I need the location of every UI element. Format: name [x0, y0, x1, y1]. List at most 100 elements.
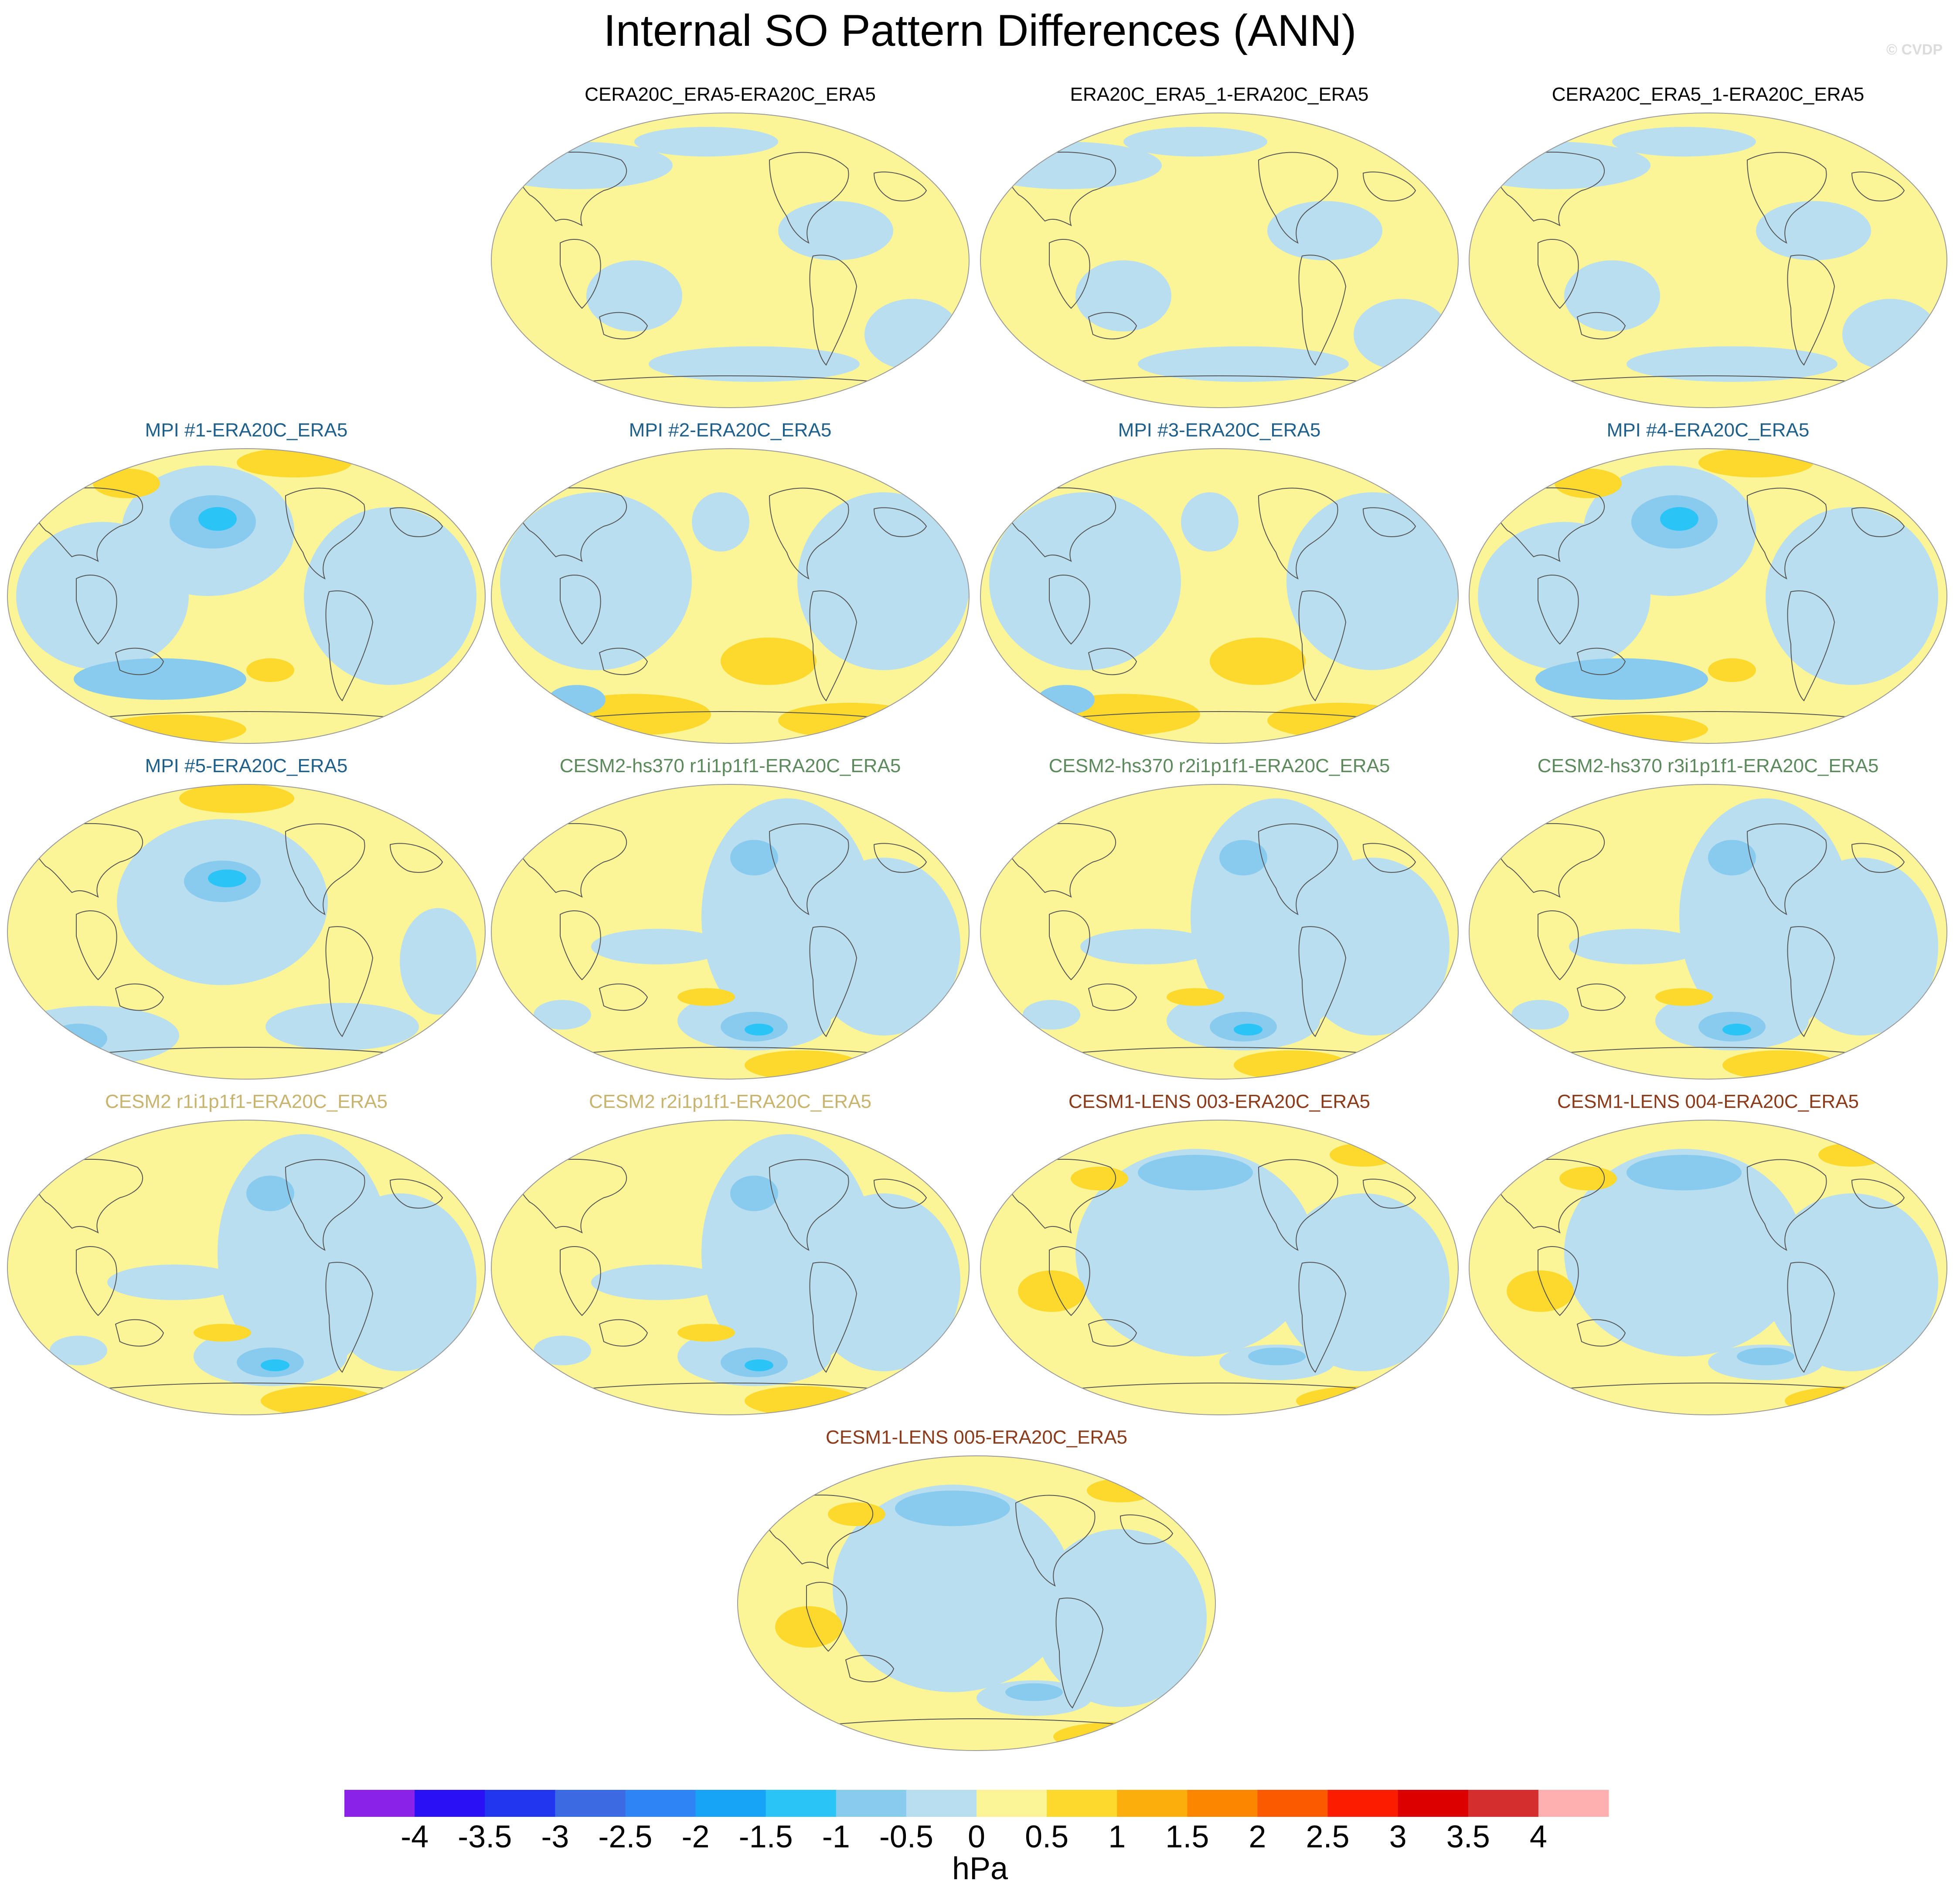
continent-outline — [873, 171, 927, 201]
contour-region — [1330, 1143, 1397, 1167]
continent-outline — [1851, 171, 1905, 201]
contour-region — [1785, 858, 1938, 1036]
colorbar-swatch — [1538, 1790, 1609, 1817]
map-panel: MPI #4-ERA20C_ERA5 — [1468, 421, 1948, 761]
map-border — [980, 112, 1459, 408]
contour-region — [1167, 988, 1224, 1006]
continent-outline — [389, 1179, 443, 1209]
contour-region — [1708, 840, 1756, 876]
colorbar-tick-label: -2.5 — [598, 1819, 652, 1851]
continent-outline — [560, 239, 601, 309]
continent-outline — [806, 1582, 847, 1652]
map-panel: MPI #5-ERA20C_ERA5 — [7, 756, 486, 1097]
continent-outline — [1088, 983, 1137, 1011]
colorbar-tick-label: 1 — [1108, 1819, 1126, 1851]
contour-region — [1766, 1193, 1938, 1371]
robinson-map — [7, 784, 486, 1080]
continent-outline — [1494, 487, 1605, 562]
map-border — [1469, 784, 1947, 1080]
continent-outline — [1494, 1158, 1605, 1233]
contour-region — [1555, 468, 1622, 498]
colorbar-swatch — [695, 1790, 766, 1817]
contour-region — [1071, 1166, 1128, 1191]
continent-outline — [1049, 910, 1090, 981]
continent-outline — [1005, 1158, 1116, 1233]
colorbar-tick-label: 1.5 — [1165, 1819, 1209, 1851]
map-border — [491, 448, 970, 744]
continent-outline — [1066, 1047, 1372, 1054]
continent-outline — [1362, 843, 1416, 873]
colorbar-tick-label: -0.5 — [879, 1819, 933, 1851]
contour-region — [534, 1335, 591, 1366]
continent-outline — [516, 823, 627, 898]
contour-region — [237, 449, 352, 477]
contour-region — [864, 299, 960, 370]
continent-outline — [1538, 239, 1579, 309]
continent-outline — [1576, 983, 1626, 1011]
map-panel: MPI #3-ERA20C_ERA5 — [980, 421, 1459, 761]
continent-outline — [809, 590, 858, 702]
continent-outline — [560, 575, 601, 645]
contour-region — [1722, 1023, 1751, 1036]
robinson-map — [491, 448, 970, 744]
contour-region — [730, 840, 778, 876]
continent-outline — [577, 1383, 883, 1390]
continent-outline — [115, 983, 164, 1011]
map-border — [1469, 1120, 1947, 1415]
continent-outline — [1555, 1383, 1861, 1390]
contour-region — [692, 492, 749, 552]
continent-outline — [823, 1718, 1130, 1726]
contour-region — [74, 658, 246, 700]
contour-region — [1722, 1050, 1838, 1079]
map-panel: CESM2-hs370 r2i1p1f1-ERA20C_ERA5 — [980, 756, 1459, 1097]
panel-title: MPI #5-ERA20C_ERA5 — [145, 755, 348, 777]
map-border — [491, 784, 970, 1080]
contour-region — [1559, 1166, 1617, 1191]
contour-region — [1296, 858, 1450, 1036]
colorbar-svg: -4 -3.5 -3 -2.5 -2 -1.5 -1 -0.5 0 0.5 1 1.5 2 2.5 3 3.5… — [344, 1790, 1609, 1851]
continent-outline — [516, 151, 627, 226]
continent-outline — [1787, 1262, 1835, 1373]
continent-outline — [325, 926, 374, 1037]
contour-region — [323, 1193, 476, 1371]
continent-outline — [1538, 910, 1579, 981]
colorbar-tick-label: 3 — [1389, 1819, 1407, 1851]
contour-region — [778, 201, 893, 260]
contour-region — [1756, 201, 1871, 260]
contour-region — [1234, 1050, 1349, 1079]
continent-outline — [1258, 487, 1338, 579]
contour-region — [1080, 929, 1215, 964]
colorbar-tick-label: -1 — [822, 1819, 850, 1851]
continent-outline — [1298, 255, 1347, 366]
continent-outline — [1746, 152, 1827, 244]
panel-title: CESM1-LENS 005-ERA20C_ERA5 — [825, 1427, 1128, 1448]
contour-region — [1564, 1149, 1804, 1356]
contour-region — [1219, 840, 1267, 876]
colorbar-tick-label: -3.5 — [458, 1819, 512, 1851]
continent-outline — [1005, 487, 1116, 562]
contour-region — [1785, 1386, 1919, 1415]
continent-outline — [1298, 590, 1347, 702]
panel-title: MPI #3-ERA20C_ERA5 — [1118, 419, 1321, 441]
map-border — [980, 1120, 1459, 1415]
continent-outline — [1015, 1495, 1096, 1587]
continent-outline — [1258, 1159, 1338, 1251]
map-border — [7, 784, 486, 1080]
continent-outline — [1555, 375, 1861, 383]
contour-region — [1087, 1479, 1154, 1502]
map-panel: CESM2-hs370 r1i1p1f1-ERA20C_ERA5 — [490, 756, 970, 1097]
continent-outline — [560, 1246, 601, 1316]
colorbar-tick-label: 4 — [1530, 1819, 1547, 1851]
continent-outline — [1066, 1383, 1372, 1390]
continent-outline — [1851, 1179, 1905, 1209]
continent-outline — [76, 575, 117, 645]
contour-region — [1005, 1683, 1063, 1701]
colorbar-tick-label: -3 — [541, 1819, 569, 1851]
continent-outline — [560, 910, 601, 981]
contour-region — [102, 715, 246, 743]
continent-outline — [32, 823, 143, 898]
contour-region — [261, 1359, 289, 1371]
map-panel: MPI #1-ERA20C_ERA5 — [7, 421, 486, 761]
robinson-map — [491, 1120, 970, 1415]
continent-outline — [845, 1655, 895, 1683]
